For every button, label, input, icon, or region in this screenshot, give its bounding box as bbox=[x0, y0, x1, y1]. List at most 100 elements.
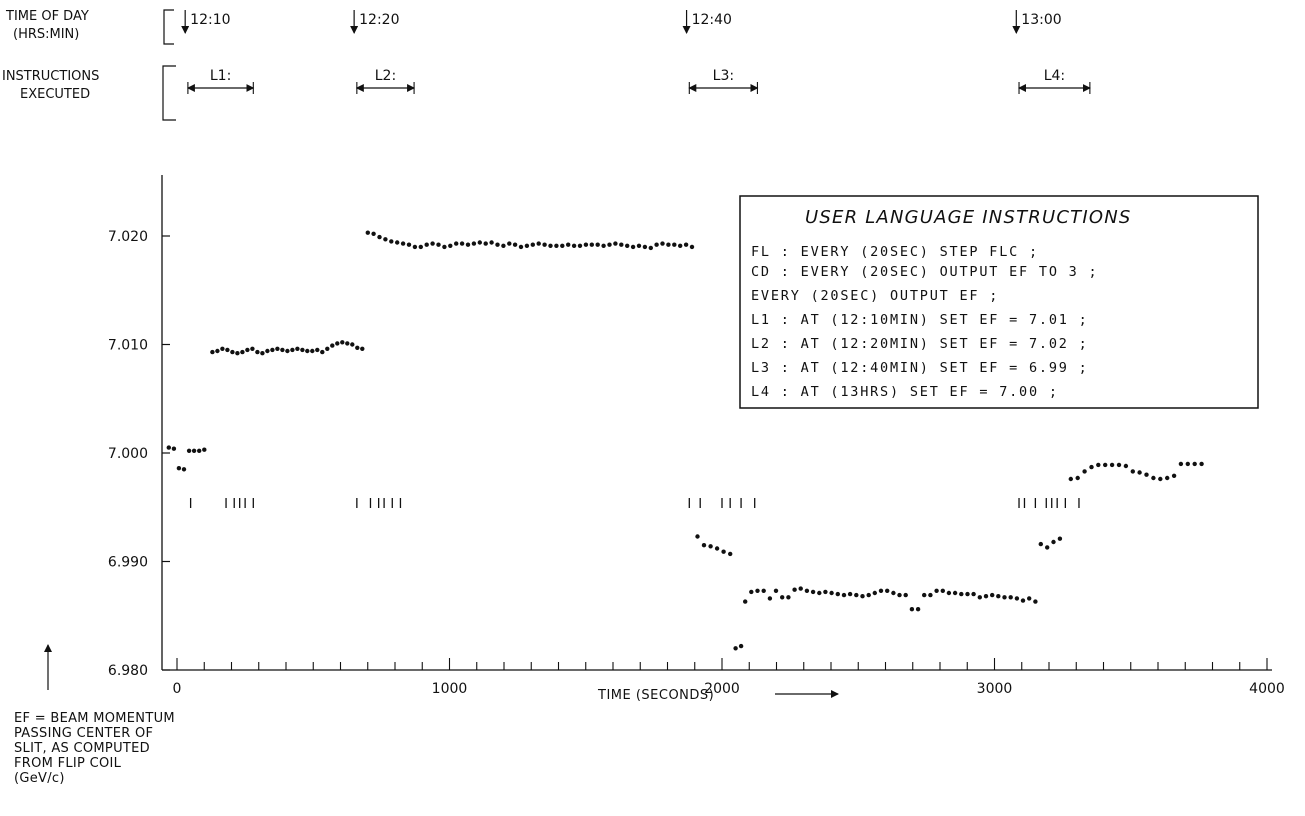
data-point bbox=[325, 346, 330, 351]
data-point bbox=[350, 342, 355, 347]
time-marks: 12:10 12:20 12:40 13:00 bbox=[181, 10, 1062, 34]
data-point bbox=[841, 592, 847, 598]
data-point bbox=[507, 241, 512, 246]
data-point bbox=[240, 349, 245, 355]
data-point bbox=[215, 348, 220, 354]
data-point bbox=[866, 592, 871, 598]
data-point bbox=[1109, 462, 1115, 468]
data-point bbox=[1185, 461, 1191, 467]
data-point bbox=[990, 592, 995, 598]
data-point bbox=[454, 241, 459, 246]
instructions-box: USER LANGUAGE INSTRUCTIONS FL : EVERY (2… bbox=[739, 195, 1259, 409]
data-point bbox=[518, 244, 524, 250]
data-point bbox=[965, 591, 970, 597]
instruction-line: L2 : AT (12:20MIN) SET EF = 7.02 ; bbox=[751, 336, 1089, 352]
data-point bbox=[365, 230, 370, 235]
instruction-line: L3 : AT (12:40MIN) SET EF = 6.99 ; bbox=[751, 360, 1089, 376]
data-point bbox=[636, 243, 642, 248]
data-point bbox=[524, 243, 530, 248]
instruction-line: CD : EVERY (20SEC) OUTPUT EF TO 3 ; bbox=[751, 264, 1098, 280]
y-axis-note-line: PASSING CENTER OF bbox=[14, 726, 154, 741]
data-point bbox=[1144, 472, 1149, 477]
data-point bbox=[767, 596, 773, 601]
x-tick-label: 4000 bbox=[1249, 681, 1285, 697]
data-point bbox=[642, 244, 648, 250]
instructions-box-frame bbox=[739, 195, 1259, 409]
data-point bbox=[571, 243, 577, 248]
data-point bbox=[885, 588, 890, 593]
data-point bbox=[554, 243, 559, 248]
data-point bbox=[465, 242, 471, 247]
data-point bbox=[798, 586, 803, 591]
data-point bbox=[442, 244, 447, 250]
data-point bbox=[654, 242, 659, 247]
data-point bbox=[340, 340, 345, 345]
data-point bbox=[270, 347, 275, 353]
x-tick-label: 3000 bbox=[977, 681, 1013, 697]
data-point bbox=[310, 348, 315, 354]
data-point bbox=[430, 241, 435, 246]
y-axis-note-line: EF = BEAM MOMENTUM bbox=[14, 711, 175, 726]
data-point bbox=[1158, 476, 1163, 482]
data-point bbox=[418, 244, 423, 250]
data-point bbox=[305, 348, 310, 354]
data-point bbox=[619, 242, 624, 247]
data-point bbox=[225, 347, 230, 353]
y-axis-note-line: (GeV/c) bbox=[14, 771, 65, 786]
data-point bbox=[630, 244, 636, 250]
data-point bbox=[383, 237, 388, 242]
x-tick-label: 2000 bbox=[704, 681, 740, 697]
instruction-line: FL : EVERY (20SEC) STEP FLC ; bbox=[751, 244, 1039, 260]
data-point bbox=[804, 588, 810, 593]
data-point bbox=[448, 243, 453, 248]
y-tick-label: 7.000 bbox=[108, 446, 148, 462]
data-point bbox=[625, 243, 630, 248]
data-point bbox=[721, 549, 726, 554]
data-point bbox=[176, 466, 182, 471]
data-point bbox=[1089, 464, 1094, 470]
data-point bbox=[810, 589, 816, 595]
data-point bbox=[471, 241, 477, 246]
data-point bbox=[459, 241, 465, 246]
data-point bbox=[708, 544, 713, 549]
instruction-line: L4 : AT (13HRS) SET EF = 7.00 ; bbox=[751, 384, 1059, 400]
data-point bbox=[1192, 461, 1197, 467]
data-point bbox=[260, 351, 265, 356]
data-point bbox=[166, 445, 171, 450]
data-point bbox=[854, 592, 859, 598]
data-point bbox=[1178, 461, 1184, 467]
data-point bbox=[171, 446, 177, 451]
data-point bbox=[1075, 475, 1080, 481]
data-point bbox=[780, 595, 785, 600]
data-point bbox=[330, 343, 335, 348]
data-point bbox=[733, 646, 738, 651]
data-point bbox=[542, 242, 547, 247]
data-point bbox=[1137, 470, 1142, 475]
y-axis-note-line: SLIT, AS COMPUTED bbox=[14, 741, 150, 756]
data-point bbox=[1038, 541, 1044, 547]
data-point bbox=[400, 241, 406, 246]
y-axis-note: EF = BEAM MOMENTUM PASSING CENTER OF SLI… bbox=[14, 711, 254, 786]
instruction-execution-marks bbox=[189, 498, 1080, 508]
data-point bbox=[583, 242, 589, 247]
data-point bbox=[749, 589, 754, 595]
data-point bbox=[928, 592, 933, 598]
data-point bbox=[1116, 462, 1122, 468]
data-point bbox=[210, 349, 215, 355]
data-point bbox=[607, 242, 612, 247]
data-point bbox=[424, 242, 429, 247]
time-mark-label: 12:10 bbox=[190, 12, 230, 28]
time-of-day-label-line1: TIME OF DAY bbox=[5, 9, 89, 24]
data-point bbox=[996, 594, 1001, 599]
data-point bbox=[909, 607, 915, 612]
data-point bbox=[1033, 599, 1038, 604]
instructions-bracket bbox=[162, 65, 176, 121]
instruction-span-label: L3: bbox=[713, 68, 734, 84]
data-point bbox=[245, 347, 250, 353]
data-point bbox=[315, 347, 320, 353]
data-point bbox=[773, 588, 779, 593]
x-tick-label: 1000 bbox=[432, 681, 468, 697]
data-point bbox=[1002, 595, 1007, 600]
data-point bbox=[1008, 595, 1013, 600]
data-point bbox=[1068, 476, 1074, 482]
